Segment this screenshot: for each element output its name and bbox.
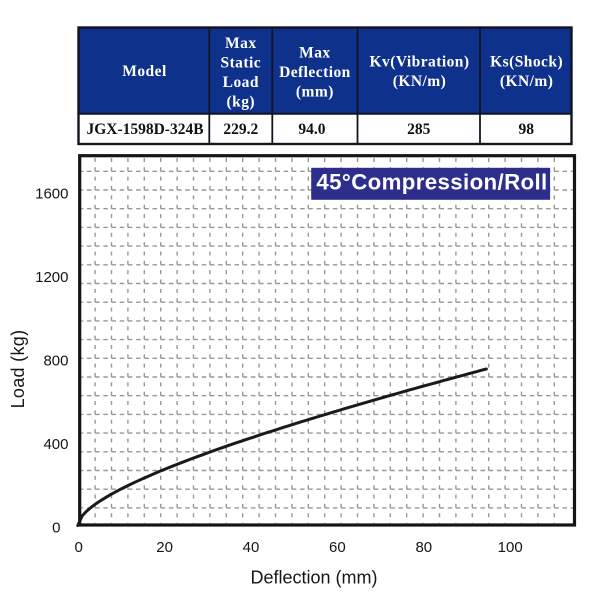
svg-text:Static: Static: [221, 54, 262, 71]
svg-text:Max: Max: [299, 44, 330, 61]
svg-text:20: 20: [156, 539, 173, 556]
svg-text:60: 60: [329, 539, 346, 556]
svg-text:229.2: 229.2: [223, 121, 258, 138]
svg-text:Ks(Shock): Ks(Shock): [490, 53, 563, 70]
svg-text:80: 80: [415, 539, 432, 556]
svg-text:45°Compression/Roll: 45°Compression/Roll: [316, 170, 547, 195]
svg-text:Load: Load: [223, 74, 259, 91]
svg-text:Model: Model: [122, 63, 167, 80]
svg-text:(KN/m): (KN/m): [393, 73, 447, 90]
svg-text:98: 98: [518, 121, 534, 138]
svg-text:Load (kg): Load (kg): [8, 330, 28, 409]
svg-text:(kg): (kg): [227, 93, 256, 110]
svg-text:0: 0: [75, 539, 83, 556]
svg-text:Max: Max: [225, 35, 256, 52]
svg-text:285: 285: [407, 121, 431, 138]
svg-text:JGX-1598D-324B: JGX-1598D-324B: [86, 121, 203, 138]
svg-text:Deflection: Deflection: [279, 64, 351, 81]
svg-text:Kv(Vibration): Kv(Vibration): [370, 53, 470, 70]
svg-text:100: 100: [498, 539, 523, 556]
svg-text:94.0: 94.0: [298, 121, 325, 138]
svg-text:(mm): (mm): [296, 83, 334, 100]
svg-text:Deflection (mm): Deflection (mm): [250, 567, 377, 587]
svg-text:40: 40: [243, 539, 260, 556]
svg-text:400: 400: [43, 436, 68, 453]
svg-text:800: 800: [43, 352, 68, 369]
svg-text:1600: 1600: [35, 185, 68, 202]
svg-text:0: 0: [52, 519, 60, 536]
svg-text:1200: 1200: [35, 269, 68, 286]
svg-text:(KN/m): (KN/m): [500, 73, 554, 90]
